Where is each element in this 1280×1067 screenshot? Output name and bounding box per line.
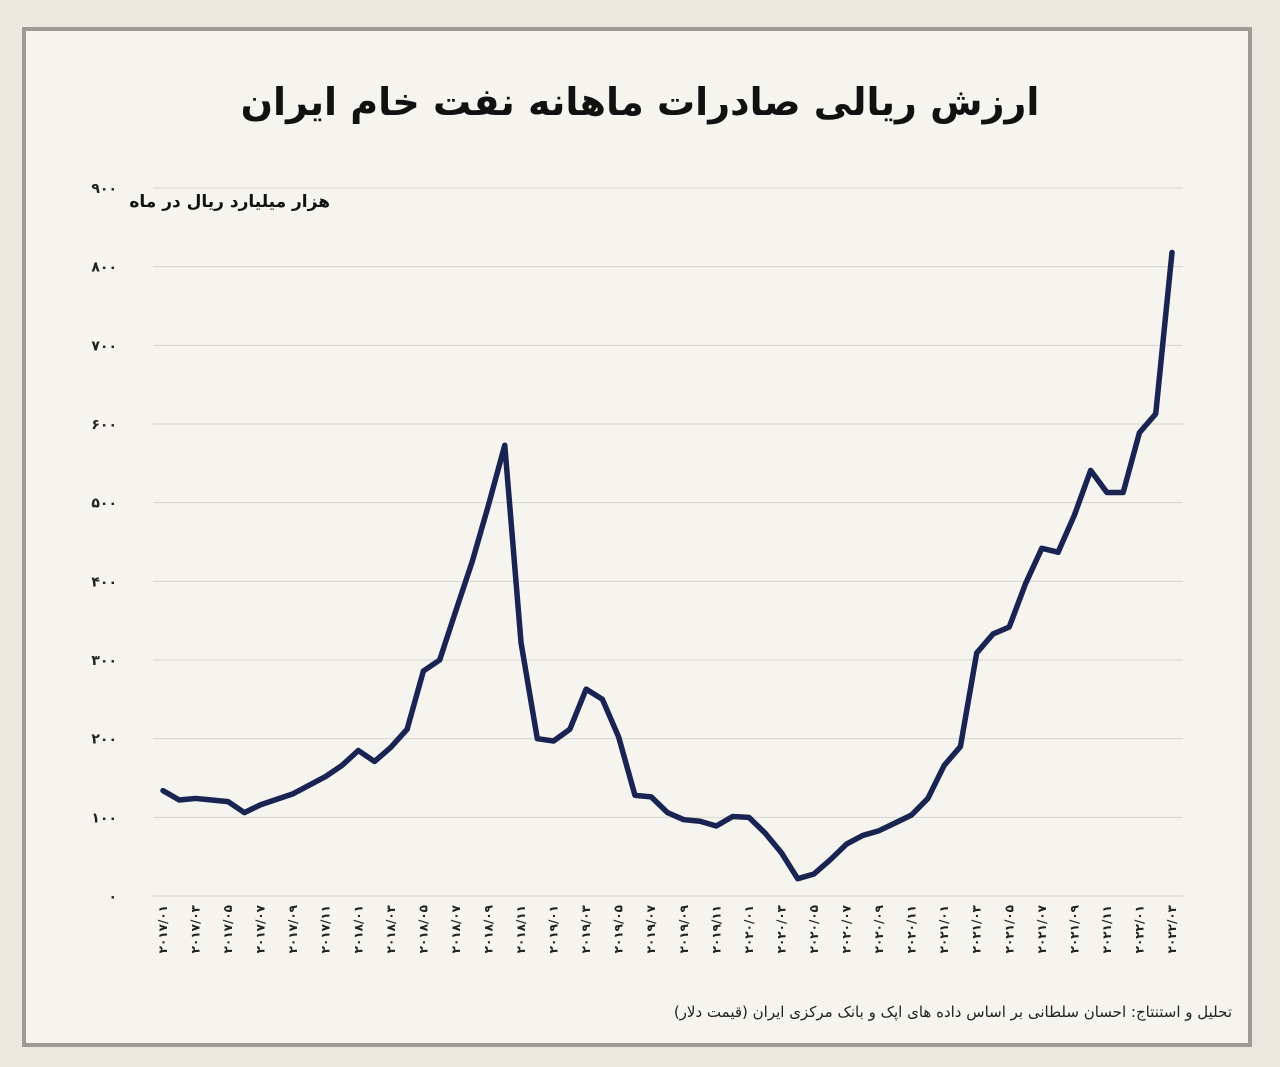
y-tick-label: ۵۰۰ — [91, 496, 117, 512]
x-tick-label: ۲۰۲۲/۰۳ — [1165, 904, 1179, 953]
x-tick-label: ۲۰۲۰/۰۹ — [872, 904, 886, 953]
y-tick-label: ۸۰۰ — [91, 260, 117, 276]
x-tick-label: ۲۰۱۸/۰۷ — [449, 904, 463, 953]
x-tick-label: ۲۰۱۷/۰۳ — [189, 904, 203, 953]
series-line — [160, 249, 1175, 882]
x-tick-label: ۲۰۱۷/۰۷ — [254, 904, 268, 953]
x-tick-label: ۲۰۲۰/۰۷ — [840, 904, 854, 953]
x-tick-label: ۲۰۲۰/۰۳ — [774, 904, 788, 953]
x-tick-label: ۲۰۱۹/۰۵ — [612, 905, 626, 953]
x-tick-label: ۲۰۱۹/۰۱ — [547, 905, 561, 953]
x-tick-label: ۲۰۲۲/۰۱ — [1132, 905, 1146, 953]
x-tick-label: ۲۰۲۱/۰۱ — [937, 905, 951, 953]
x-tick-label: ۲۰۲۱/۱۱ — [1100, 905, 1114, 953]
x-tick-label: ۲۰۲۰/۱۱ — [905, 905, 919, 953]
y-tick-label: ۱۰۰ — [91, 810, 117, 826]
chart-title: ارزش ریالی صادرات ماهانه نفت خام ایران — [240, 80, 1040, 124]
x-tick-label: ۲۰۲۰/۰۱ — [742, 905, 756, 953]
x-tick-label: ۲۰۱۸/۰۹ — [481, 904, 495, 953]
chart-frame — [22, 27, 1252, 1047]
y-tick-label: ۶۰۰ — [91, 417, 117, 433]
x-tick-label: ۲۰۲۱/۰۳ — [970, 904, 984, 953]
x-tick-label: ۲۰۱۸/۰۵ — [416, 905, 430, 953]
x-tick-label: ۲۰۲۱/۰۷ — [1035, 904, 1049, 953]
x-tick-label: ۲۰۱۷/۰۹ — [286, 904, 300, 953]
y-tick-label: ۴۰۰ — [91, 574, 117, 590]
y-tick-label: ۰ — [108, 889, 117, 905]
x-tick-label: ۲۰۱۹/۰۳ — [579, 904, 593, 953]
x-tick-label: ۲۰۱۹/۰۷ — [644, 904, 658, 953]
x-tick-label: ۲۰۲۰/۰۵ — [807, 905, 821, 953]
x-tick-label: ۲۰۲۱/۰۵ — [1002, 905, 1016, 953]
x-tick-label: ۲۰۲۱/۰۹ — [1067, 904, 1081, 953]
y-tick-label: ۹۰۰ — [91, 181, 117, 197]
x-tick-label: ۲۰۱۹/۱۱ — [709, 905, 723, 953]
x-tick-label: ۲۰۱۷/۰۵ — [221, 905, 235, 953]
source-note: تحلیل و استنتاج: احسان سلطانی بر اساس دا… — [673, 1003, 1232, 1021]
x-tick-label: ۲۰۱۸/۰۱ — [351, 905, 365, 953]
y-tick-label: ۷۰۰ — [91, 338, 117, 354]
y-tick-label: ۲۰۰ — [91, 732, 117, 748]
x-tick-label: ۲۰۱۸/۱۱ — [514, 905, 528, 953]
x-tick-label: ۲۰۱۷/۰۱ — [156, 905, 170, 953]
x-tick-label: ۲۰۱۸/۰۳ — [384, 904, 398, 953]
y-tick-label: ۳۰۰ — [91, 653, 117, 669]
x-tick-label: ۲۰۱۹/۰۹ — [677, 904, 691, 953]
x-tick-label: ۲۰۱۷/۱۱ — [319, 905, 333, 953]
y-axis-unit-label: هزار میلیارد ریال در ماه — [129, 192, 330, 212]
